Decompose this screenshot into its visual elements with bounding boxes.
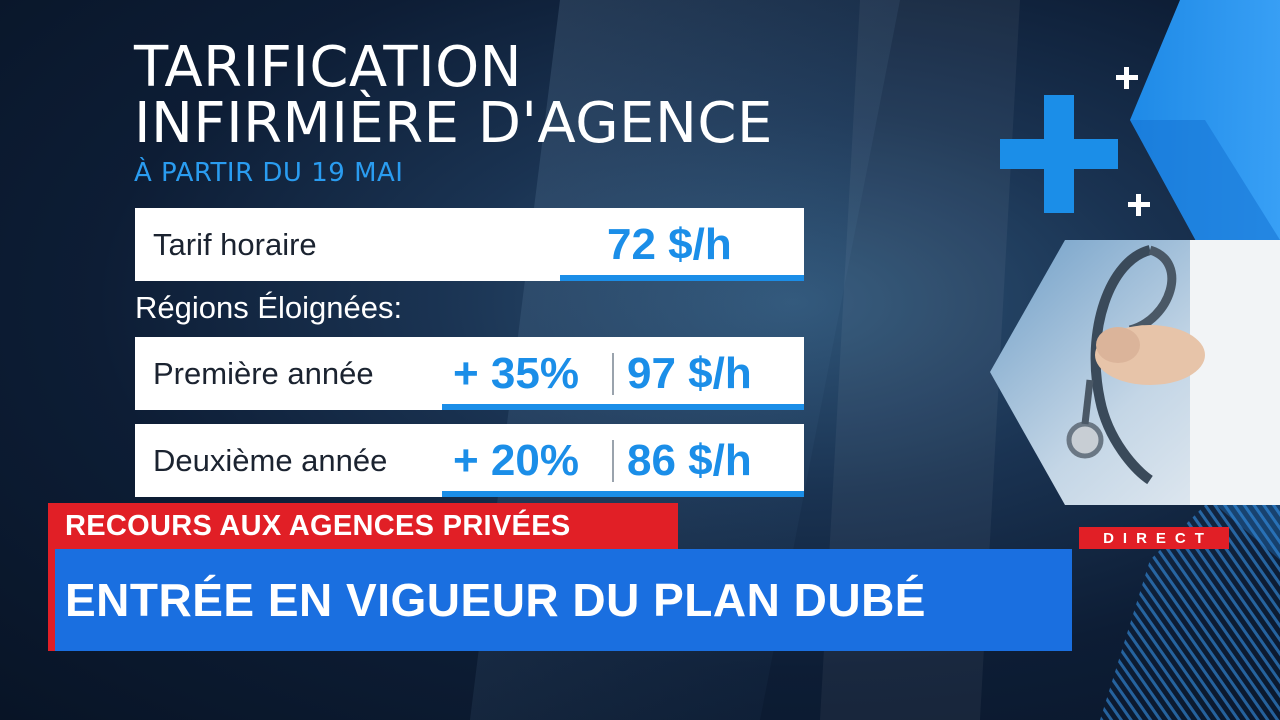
plus-icon [1116,67,1150,216]
hourly-rate-panel: Tarif horaire 72 $/h [135,208,804,281]
regions-heading: Régions Éloignées: [135,290,403,325]
lower-third-kicker: RECOURS AUX AGENCES PRIVÉES [48,503,678,550]
first-year-value: 97 $/h [627,348,752,398]
first-year-panel: Première année + 35% 97 $/h [135,337,804,410]
second-year-panel: Deuxième année + 20% 86 $/h [135,424,804,497]
first-year-label: Première année [153,355,374,391]
second-year-increase: + 20% [453,435,579,485]
page-subtitle: À PARTIR DU 19 MAI [134,158,404,188]
stethoscope-photo [990,240,1280,505]
lower-third-headline: ENTRÉE EN VIGUEUR DU PLAN DUBÉ [48,549,1072,651]
first-year-increase: + 35% [453,348,579,398]
page-title-line1: TARIFICATION [134,35,523,100]
second-year-underline [442,491,804,497]
plus-icon [1000,95,1118,213]
headline-block: TARIFICATION INFIRMIÈRE D'AGENCE À PARTI… [134,35,773,189]
hourly-rate-value: 72 $/h [607,219,732,269]
live-badge: DIRECT [1079,527,1229,549]
first-year-underline [442,404,804,410]
hourly-rate-underline [560,275,804,281]
hourly-rate-label: Tarif horaire [153,226,317,262]
second-year-value: 86 $/h [627,435,752,485]
second-year-label: Deuxième année [153,442,388,478]
value-separator [612,440,614,482]
value-separator [612,353,614,395]
page-title-line2: INFIRMIÈRE D'AGENCE [134,91,773,156]
